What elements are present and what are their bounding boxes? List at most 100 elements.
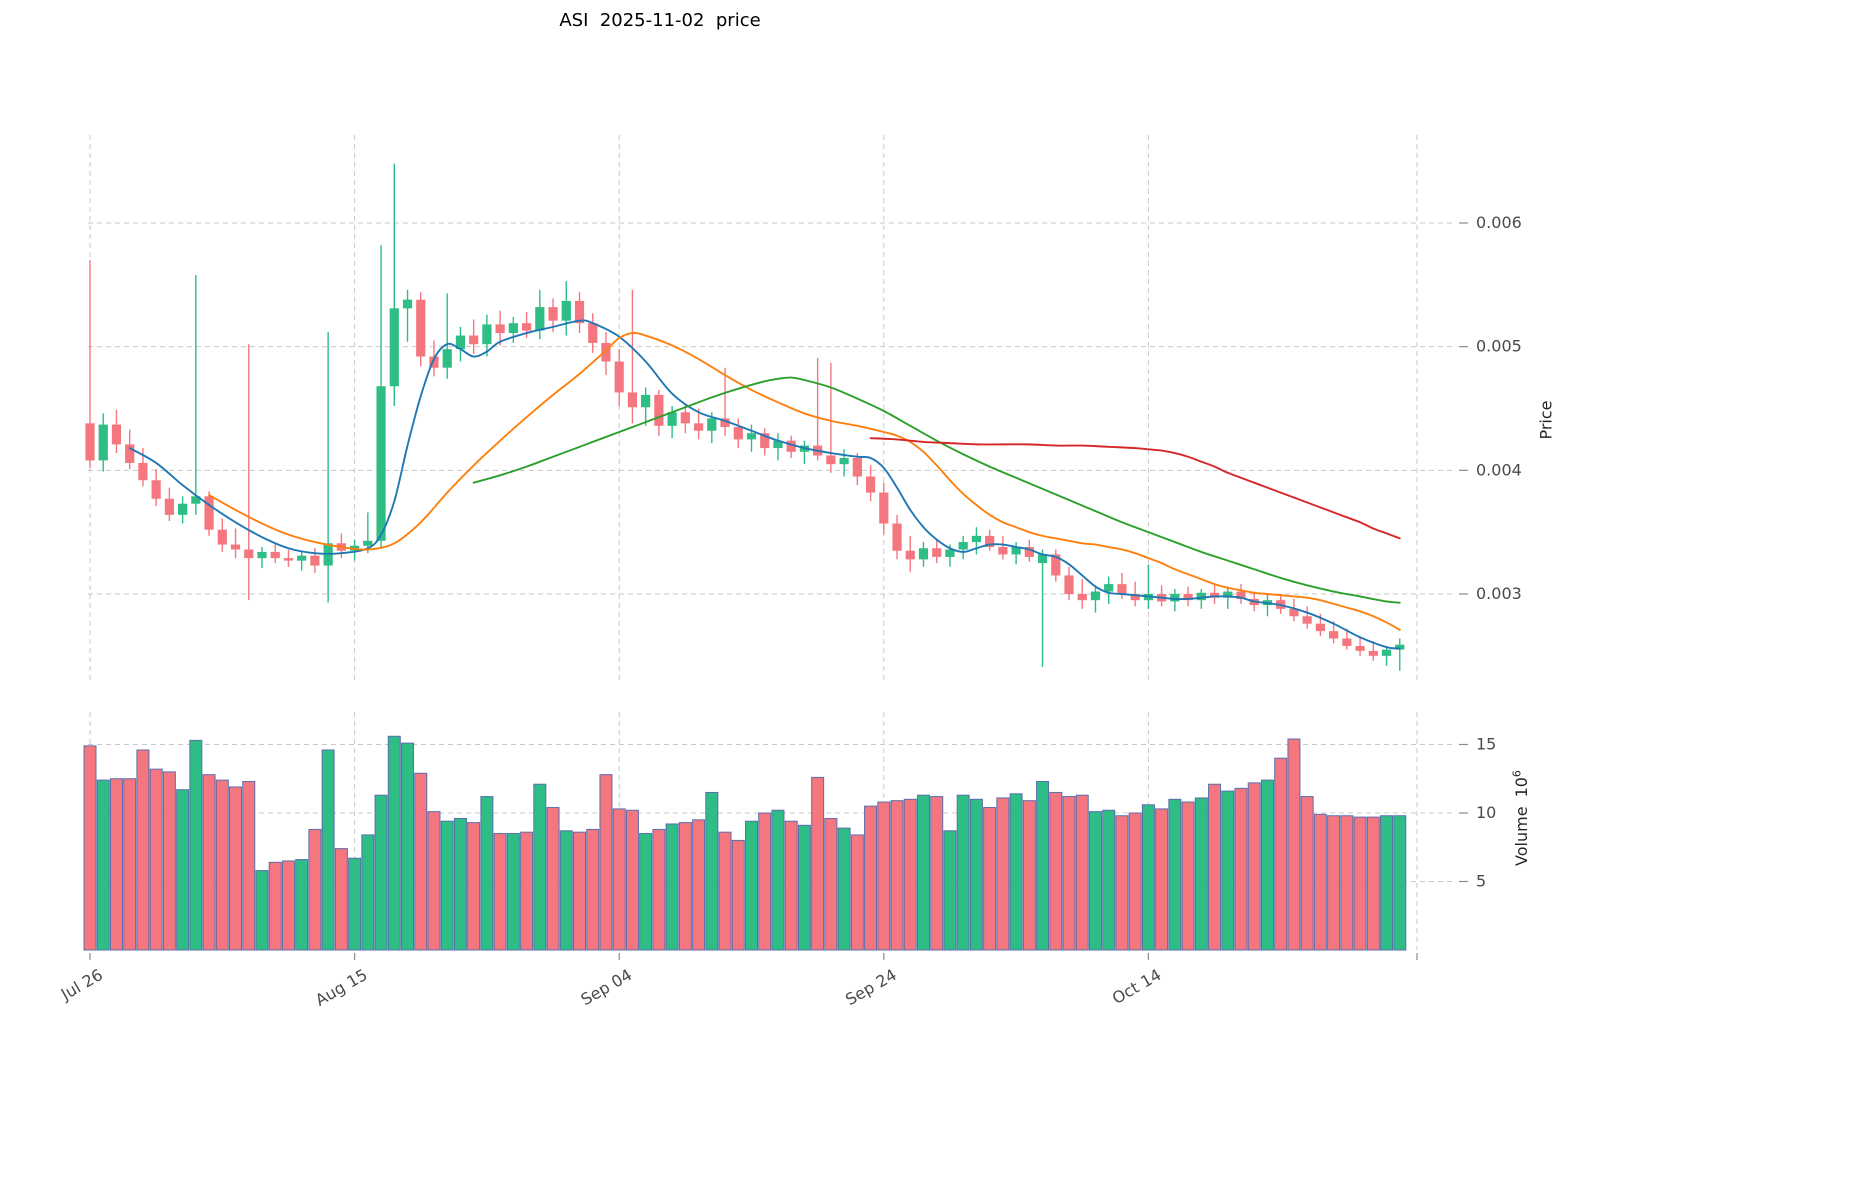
volume-bar [1168, 798, 1182, 951]
volume-bar [533, 783, 547, 951]
volume-bar [109, 778, 123, 951]
candle [455, 326, 466, 362]
volume-bar [705, 791, 719, 951]
volume-bar [162, 771, 176, 951]
volume-bar [956, 794, 970, 951]
ma-line-orange-mid [208, 332, 1401, 631]
candle [1329, 621, 1339, 644]
volume-bar [189, 739, 203, 951]
candle [270, 543, 280, 564]
volume-bar [1062, 796, 1076, 951]
volume-bar [1274, 757, 1288, 951]
candle [1051, 549, 1061, 582]
volume-axis-word: Volume [1512, 806, 1532, 866]
volume-bar [1247, 782, 1261, 951]
candle [191, 274, 201, 515]
volume-bar [850, 834, 864, 951]
volume-bar [1393, 815, 1407, 951]
volume-bar [1234, 787, 1248, 951]
candle [164, 487, 174, 522]
candle [416, 292, 426, 367]
ma-line-red-longest [869, 437, 1401, 540]
candle [151, 469, 161, 507]
candle [1183, 586, 1193, 607]
volume-bar [864, 805, 878, 951]
volume-bar [401, 742, 415, 951]
price-tick-label: 0.006 [1476, 213, 1522, 232]
candle [998, 535, 1008, 560]
volume-bar [718, 831, 732, 951]
volume-axis-unit: 106 [1510, 770, 1532, 798]
candle [813, 357, 823, 461]
volume-bar [1313, 813, 1327, 951]
volume-tick-label: 10 [1476, 803, 1496, 822]
candle [482, 314, 492, 357]
candle [1196, 589, 1206, 609]
candle [905, 535, 915, 572]
candle [363, 512, 373, 554]
volume-bar [1128, 812, 1142, 951]
candle [1289, 598, 1299, 622]
volume-bar [1287, 738, 1301, 951]
volume-bar [149, 768, 163, 951]
volume-bar [427, 811, 441, 951]
price-tick-label: 0.003 [1476, 584, 1522, 603]
volume-bar [837, 827, 851, 951]
volume-bar [1221, 790, 1235, 951]
candle [799, 440, 810, 465]
volume-bar [295, 859, 309, 951]
candle [1037, 549, 1048, 667]
volume-bar [678, 822, 692, 951]
volume-bar [1353, 816, 1367, 951]
candle [1368, 640, 1378, 661]
volume-bar [281, 860, 295, 951]
moving-average-lines [128, 319, 1401, 650]
volume-bar [255, 870, 269, 951]
volume-bar [573, 831, 587, 951]
candle [1342, 628, 1352, 650]
candle [654, 389, 664, 436]
volume-bars [83, 735, 1407, 951]
volume-bar [387, 735, 401, 951]
candle [1355, 637, 1365, 656]
volume-bar [215, 779, 229, 951]
chart-title: ASI 2025-11-02 price [559, 10, 761, 31]
volume-bar [506, 833, 520, 951]
date-tick-label: Sep 04 [578, 965, 636, 1009]
candle [693, 408, 704, 440]
volume-bar [1155, 808, 1169, 951]
volume-tick-label: 15 [1476, 735, 1496, 754]
candle [958, 535, 968, 560]
candle [574, 292, 585, 334]
candle [614, 349, 624, 407]
candle [1395, 638, 1405, 671]
candle [244, 344, 254, 601]
candle [1381, 645, 1392, 666]
volume-bar [797, 824, 811, 951]
candle [879, 482, 889, 535]
volume-bar [996, 797, 1010, 951]
volume-bar [586, 828, 600, 951]
candle [839, 449, 849, 477]
volume-bar [877, 801, 891, 951]
date-tick-label: Aug 15 [312, 965, 371, 1010]
volume-bar [731, 839, 745, 951]
date-tick-label: Sep 24 [842, 965, 900, 1009]
price-tick-label: 0.005 [1476, 337, 1522, 356]
candlesticks [85, 163, 1405, 671]
volume-bar [1194, 797, 1208, 951]
volume-bar [771, 809, 785, 951]
candle [746, 424, 757, 452]
volume-bar [136, 749, 150, 951]
ma-line-green-long [472, 376, 1401, 604]
volume-bar [374, 794, 388, 951]
candle [773, 433, 783, 461]
ma-line-blue-short [128, 319, 1401, 650]
candle [786, 435, 796, 458]
candle [760, 428, 770, 456]
candle [971, 527, 982, 555]
candle [442, 293, 452, 379]
candle [535, 289, 545, 340]
volume-bar [480, 796, 494, 951]
